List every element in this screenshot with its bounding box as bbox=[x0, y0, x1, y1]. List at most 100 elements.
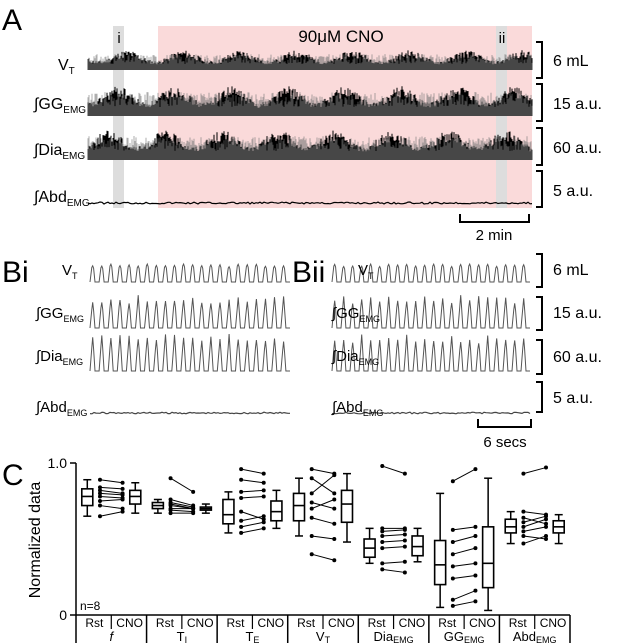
group-6-pair-line-4 bbox=[523, 518, 547, 528]
group-1-cno-box bbox=[199, 503, 213, 514]
bi-label-gg: ∫GGEMG bbox=[35, 305, 84, 324]
group-3-pair-rst-point-3 bbox=[309, 500, 314, 505]
a-trace-gg-envelope bbox=[87, 92, 533, 116]
group-0-pair-rst-point-0 bbox=[97, 477, 102, 482]
b-scale-vt: 6 mL bbox=[553, 262, 589, 279]
group-2-pair-rst-point-2 bbox=[239, 489, 244, 494]
group-5-label: GGEMG bbox=[444, 629, 485, 643]
group-3-cno-box bbox=[340, 472, 354, 543]
group-5-pair-rst-point-7 bbox=[450, 603, 455, 608]
group-4-pair-cno-point-0 bbox=[402, 471, 407, 476]
group-0-pair-line-6 bbox=[99, 505, 123, 510]
group-3-pair-rst-point-5 bbox=[309, 515, 314, 520]
group-5-pair-rst-point-5 bbox=[450, 576, 455, 581]
bi-trace-abd bbox=[89, 411, 290, 415]
group-3-pair-cno-point-5 bbox=[332, 521, 337, 526]
group-0-pair-line-1 bbox=[99, 486, 123, 490]
group-5-cno-label: CNO bbox=[469, 616, 496, 630]
group-0-cno-box bbox=[128, 482, 142, 514]
group-6-pair-cno-point-2 bbox=[544, 521, 549, 526]
group-2-cno-label: CNO bbox=[257, 616, 284, 630]
group-1-pair-line-1 bbox=[170, 498, 194, 507]
group-4-pair-rst-point-0 bbox=[380, 464, 385, 469]
group-6-rst-label: Rst bbox=[509, 616, 528, 630]
group-5-pair-rst-point-1 bbox=[450, 527, 455, 532]
group-6-pair-line-0 bbox=[523, 467, 547, 475]
group-2-pair-line-0 bbox=[241, 468, 264, 475]
group-3-pair-line-1 bbox=[311, 477, 335, 494]
group-1-pair-rst-point-6 bbox=[168, 508, 173, 513]
group-6-pair-cno-point-6 bbox=[544, 537, 549, 541]
group-6-pair-rst-point-1 bbox=[521, 509, 526, 514]
group-4-pair-rst-point-6 bbox=[380, 561, 385, 566]
group-3-label: VT bbox=[316, 629, 331, 643]
a-trace-vt-envelope bbox=[87, 54, 533, 70]
group-3-pair-line-3 bbox=[311, 502, 335, 510]
group-1-pair-line-0 bbox=[170, 477, 194, 493]
a-label-abd: ∫AbdEMG bbox=[33, 189, 90, 209]
group-3-pair-line-5 bbox=[311, 517, 335, 525]
bii-trace-abd bbox=[331, 411, 531, 415]
a-scale-bars bbox=[459, 41, 543, 223]
group-2-pair-cno-point-3 bbox=[261, 494, 266, 499]
group-1-pair-rst-point-0 bbox=[168, 476, 173, 481]
group-0-pair-cno-point-1 bbox=[120, 486, 125, 491]
group-5-pair-line-0 bbox=[452, 468, 476, 482]
group-0-pair-rst-point-4 bbox=[97, 494, 102, 499]
group-2-pair-cno-point-7 bbox=[261, 526, 266, 531]
group-6-cno-box bbox=[552, 513, 566, 545]
cno-label: 90μM CNO bbox=[298, 27, 383, 46]
group-0-pair-cno-point-7 bbox=[120, 509, 125, 514]
group-4-pair-line-2 bbox=[382, 529, 405, 532]
group-3-pair-cno-point-2 bbox=[332, 473, 337, 478]
group-6-pair-cno-point-4 bbox=[544, 517, 549, 522]
group-5-pair-line-5 bbox=[452, 574, 476, 580]
group-2-pair-line-7 bbox=[241, 527, 264, 534]
group-3-pair-rst-point-0 bbox=[309, 467, 314, 472]
group-1-cno-label: CNO bbox=[187, 616, 214, 630]
group-0-pair-cno-point-5 bbox=[120, 497, 125, 502]
group-1-pair-cno-point-0 bbox=[191, 489, 196, 494]
group-3-rst-box bbox=[292, 477, 306, 537]
panel-label-a: A bbox=[2, 4, 22, 37]
group-5-pair-cno-point-6 bbox=[473, 588, 478, 593]
group-3-pair-rst-point-1 bbox=[309, 476, 314, 481]
group-5-pair-cno-point-4 bbox=[473, 561, 478, 566]
group-1-label: TI bbox=[177, 629, 187, 643]
group-4-pair-line-3 bbox=[382, 533, 405, 537]
group-2-pair-rst-point-1 bbox=[239, 477, 244, 482]
a-label-vt: VT bbox=[58, 57, 75, 77]
group-0-pair-rst-point-3 bbox=[97, 491, 102, 496]
group-4-rst-label: Rst bbox=[368, 616, 387, 630]
group-5-rst-box bbox=[433, 492, 447, 609]
group-4-pair-cno-point-5 bbox=[402, 544, 407, 549]
group-5-pair-rst-point-4 bbox=[450, 564, 455, 569]
bi-label-vt: VT bbox=[62, 262, 78, 281]
group-2-pair-rst-point-3 bbox=[239, 495, 244, 500]
c-ytick-label-bottom: 0 bbox=[59, 607, 67, 623]
a-trace-dia-envelope bbox=[87, 136, 533, 160]
group-0-pair-rst-point-5 bbox=[97, 499, 102, 503]
group-6-pair-line-1 bbox=[523, 511, 547, 516]
group-0-rst-label: Rst bbox=[85, 616, 104, 630]
bii-trace-vt bbox=[331, 262, 530, 283]
group-4-pair-rst-point-3 bbox=[380, 533, 385, 538]
group-5-rst-box-iqr-box bbox=[433, 539, 447, 586]
group-4-pair-rst-point-5 bbox=[380, 546, 385, 551]
group-2-pair-cno-point-1 bbox=[261, 480, 266, 485]
group-1-pair-cno-point-5 bbox=[191, 506, 196, 511]
group-2-pair-cno-point-4 bbox=[261, 517, 266, 522]
c-boxplots bbox=[80, 464, 566, 612]
bii-trace-dia bbox=[331, 334, 530, 372]
group-3-pair-line-4 bbox=[311, 499, 335, 510]
a-trace-abd bbox=[87, 201, 533, 205]
group-2-label: TE bbox=[245, 629, 259, 643]
group-2-pair-rst-point-5 bbox=[239, 518, 244, 523]
group-2-pair-line-6 bbox=[241, 521, 264, 528]
window-i-shading bbox=[113, 26, 124, 208]
b-scale-dia: 60 a.u. bbox=[553, 349, 602, 366]
group-0-label: f bbox=[109, 629, 114, 643]
group-6-pair-line-3 bbox=[523, 515, 547, 523]
group-3-pair-line-2 bbox=[311, 474, 335, 494]
